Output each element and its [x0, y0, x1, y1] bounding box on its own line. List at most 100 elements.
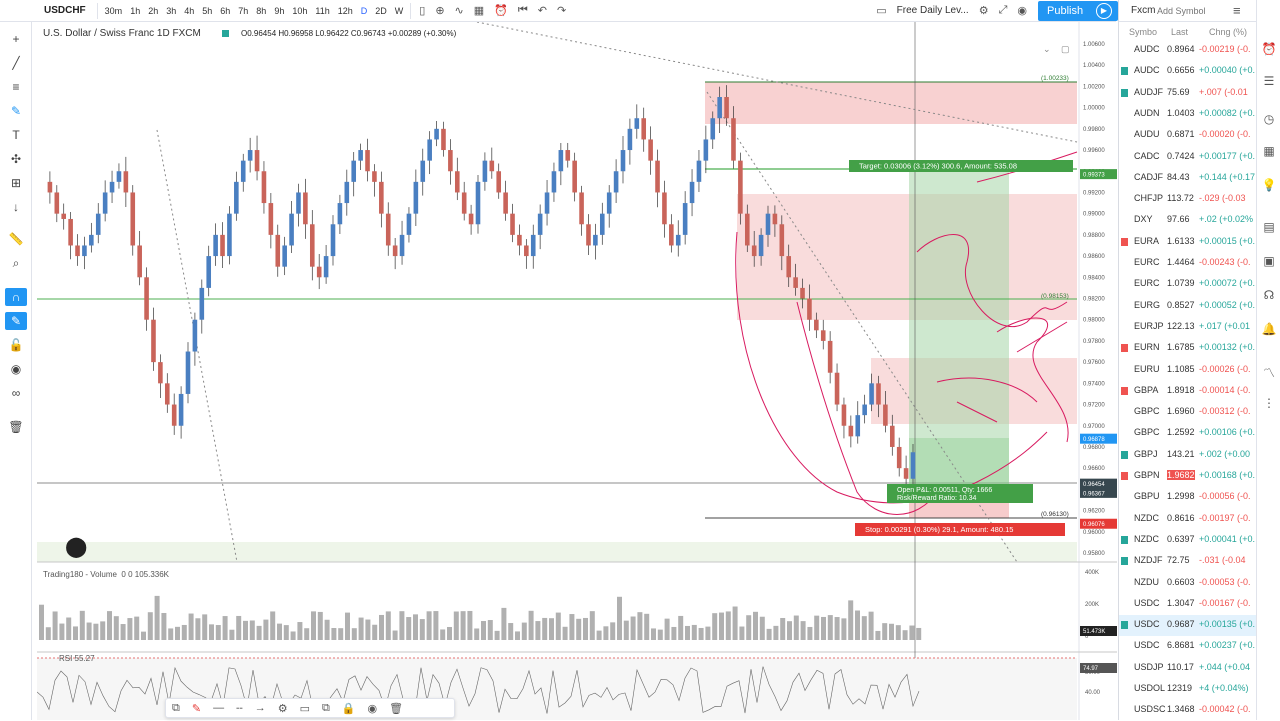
text-icon[interactable]: T — [12, 128, 20, 142]
lock-icon[interactable]: 🔒 — [341, 702, 356, 715]
line-width-icon[interactable]: ╌ — [236, 702, 243, 715]
watchlist-row[interactable]: GBPU 1.2998 -0.00056 (-0. — [1119, 487, 1257, 508]
pattern-icon[interactable]: ✣ — [10, 152, 22, 166]
watchlist-row[interactable]: USDC 6.8681 +0.00237 (+0. — [1119, 636, 1257, 657]
chat-icon[interactable]: ▤ — [1263, 220, 1275, 234]
timeframe-9h[interactable]: 9h — [274, 5, 285, 16]
messages-icon[interactable]: ▣ — [1263, 254, 1275, 268]
watchlist-row[interactable]: NZDC 0.8616 -0.00197 (-0. — [1119, 509, 1257, 530]
line-style-icon[interactable]: — — [213, 702, 225, 714]
watchlist-row[interactable]: AUDC 0.6656 +0.00040 (+0. — [1119, 61, 1257, 82]
symbol-search[interactable]: USDCHF — [44, 5, 86, 16]
hide-icon[interactable]: ◉ — [367, 702, 378, 715]
timeframe-3h[interactable]: 3h — [166, 5, 177, 16]
compare-icon[interactable]: ⊕ — [435, 5, 445, 17]
arrow-down-icon[interactable]: ↓ — [13, 200, 19, 214]
watchlist-row[interactable]: EURA 1.6133 +0.00015 (+0. — [1119, 232, 1257, 253]
prediction-icon[interactable]: ⊞ — [10, 176, 22, 190]
replay-icon[interactable]: ⏮ — [517, 4, 528, 16]
template-icon[interactable]: ⧉ — [172, 701, 180, 714]
horizontal-lines-icon[interactable]: ≡ — [12, 80, 20, 94]
watchlist-row[interactable]: USDC 1.3047 -0.00167 (-0. — [1119, 594, 1257, 615]
watchlist-row[interactable]: NZDC 0.6397 +0.00041 (+0. — [1119, 530, 1257, 551]
candle-type-icon[interactable]: ▯ — [419, 5, 426, 17]
timeframe-1h[interactable]: 1h — [130, 5, 141, 16]
watchlist-row[interactable]: EURU 1.1085 -0.00026 (-0. — [1119, 360, 1257, 381]
crosshair-icon[interactable]: + — [12, 32, 20, 46]
timeframe-12h[interactable]: 12h — [337, 5, 353, 16]
watchlist-title[interactable]: Fxcm — [1131, 5, 1156, 16]
timeframe-d[interactable]: D — [360, 5, 368, 16]
delete-icon[interactable]: 🗑 — [389, 702, 404, 715]
timeframe-30m[interactable]: 30m — [104, 5, 123, 16]
timeframe-5h[interactable]: 5h — [202, 5, 213, 16]
timeframe-6h[interactable]: 6h — [220, 5, 231, 16]
col-change[interactable]: Chng (%) — [1209, 27, 1248, 37]
watchlist-row[interactable]: USDC 0.9687 +0.00135 (+0. — [1119, 615, 1257, 637]
brush-icon[interactable]: ✎ — [10, 104, 22, 118]
idea-icon[interactable]: 💡 — [1261, 178, 1277, 192]
clock-icon[interactable]: ◷ — [1263, 112, 1275, 126]
watchlist-row[interactable]: GBPN 1.9682 +0.00168 (+0. — [1119, 466, 1257, 487]
link-icon[interactable]: ∞ — [11, 386, 21, 400]
timeframe-2h[interactable]: 2h — [148, 5, 159, 16]
watchlist-row[interactable]: USDOL 12319 +4 (+0.04%) — [1119, 679, 1257, 700]
menu-icon[interactable]: ≡ — [1233, 3, 1241, 18]
watchlist-row[interactable]: AUDN 1.0403 +0.00082 (+0. — [1119, 104, 1257, 125]
location-pin-icon[interactable]: ⬤ — [65, 536, 88, 558]
watchlist-row[interactable]: CADJF 84.43 +0.144 (+0.17 — [1119, 168, 1257, 189]
ruler-icon[interactable]: 📏 — [8, 232, 24, 246]
trendline-icon[interactable]: ╱ — [12, 56, 20, 70]
fullscreen-icon[interactable]: ⤢ — [998, 4, 1008, 16]
timeframe-8h[interactable]: 8h — [256, 5, 267, 16]
watchlist-row[interactable]: GBPA 1.8918 -0.00014 (-0. — [1119, 381, 1257, 402]
watchlist-row[interactable]: CADC 0.7424 +0.00177 (+0. — [1119, 147, 1257, 168]
collapse-icon[interactable]: ⌄ — [1043, 44, 1051, 54]
col-last[interactable]: Last — [1171, 27, 1189, 37]
watchlist-row[interactable]: USDJP 110.17 +.044 (+0.04 — [1119, 658, 1257, 679]
eye-icon[interactable]: ◉ — [10, 362, 22, 376]
timeframe-10h[interactable]: 10h — [292, 5, 308, 16]
camera-icon[interactable]: ◉ — [1017, 5, 1027, 17]
zoom-icon[interactable]: ⌕ — [12, 256, 20, 270]
redo-icon[interactable]: ↷ — [557, 5, 567, 17]
watchlist-row[interactable]: EURJP 122.13 +.017 (+0.01 — [1119, 317, 1257, 338]
line-end-icon[interactable]: → — [254, 702, 266, 714]
chart-area[interactable]: 1.00600 1.00400 1.00200 1.00000 0.99800 0.996… — [37, 22, 1117, 720]
watchlist-row[interactable]: GBPJ 143.21 +.002 (+0.00 — [1119, 445, 1257, 466]
watchlist-row[interactable]: DXY 97.66 +.02 (+0.02% — [1119, 210, 1257, 231]
signal-icon[interactable]: ☊ — [1263, 288, 1275, 302]
maximize-icon[interactable]: ▢ — [1061, 44, 1070, 54]
settings-icon[interactable]: ⚙ — [277, 702, 288, 715]
play-icon[interactable]: ▶ — [1096, 3, 1112, 19]
watchlist-row[interactable]: AUDC 0.8964 -0.00219 (-0. — [1119, 40, 1257, 61]
watchlist-row[interactable]: NZDU 0.6603 -0.00053 (-0. — [1119, 573, 1257, 594]
calendar-icon[interactable]: ▦ — [1263, 144, 1275, 158]
fill-icon[interactable]: ▭ — [299, 702, 310, 715]
indicators-icon[interactable]: ∿ — [454, 5, 464, 17]
timeframe-7h[interactable]: 7h — [238, 5, 249, 16]
timeframe-11h[interactable]: 11h — [315, 5, 330, 16]
watchlist-row[interactable]: USDSC 1.3468 -0.00042 (-0. — [1119, 700, 1257, 721]
trend-icon[interactable]: 〽 — [1262, 366, 1275, 380]
undo-icon[interactable]: ↶ — [537, 5, 547, 17]
watchlist-row[interactable]: GBPC 1.6960 -0.00312 (-0. — [1119, 402, 1257, 423]
timeframe-4h[interactable]: 4h — [184, 5, 195, 16]
watchlist-row[interactable]: EURC 1.0739 +0.00072 (+0. — [1119, 274, 1257, 295]
watchlist-row[interactable]: AUDJF 75.69 +.007 (-0.01 — [1119, 83, 1257, 104]
timeframe-2d[interactable]: 2D — [375, 5, 387, 16]
alarm-icon[interactable]: ⏰ — [1261, 42, 1277, 56]
watchlist-row[interactable]: EURG 0.8527 +0.00052 (+0. — [1119, 296, 1257, 317]
watchlist-row[interactable]: NZDJF 72.75 -.031 (-0.04 — [1119, 551, 1257, 572]
chart-canvas[interactable]: 1.00600 1.00400 1.00200 1.00000 0.99800 0.996… — [37, 22, 1117, 720]
watchlist-row[interactable]: AUDU 0.6871 -0.00020 (-0. — [1119, 125, 1257, 146]
magnet-icon[interactable]: ∩ — [5, 288, 27, 306]
watchlist-row[interactable]: GBPC 1.2592 +0.00106 (+0. — [1119, 423, 1257, 444]
pencil-icon[interactable]: ✎ — [191, 702, 202, 715]
watchlist-icon[interactable]: ☰ — [1263, 74, 1275, 88]
clone-icon[interactable]: ⧉ — [321, 701, 330, 714]
watchlist-row[interactable]: EURN 1.6785 +0.00132 (+0. — [1119, 338, 1257, 359]
templates-icon[interactable]: ▦ — [473, 5, 485, 17]
lock-icon[interactable]: 🔓 — [8, 338, 24, 352]
settings-icon[interactable]: ⚙ — [978, 5, 989, 17]
